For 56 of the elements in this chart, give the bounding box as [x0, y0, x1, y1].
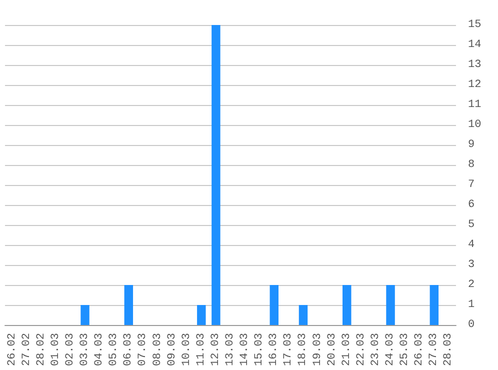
x-tick-label: 07.03: [137, 333, 150, 366]
bar: [80, 305, 90, 325]
x-tick-label: 27.02: [20, 333, 33, 366]
bar: [270, 285, 279, 325]
y-tick-label: 6: [468, 199, 475, 211]
x-tick-label: 25.03: [399, 333, 412, 366]
x-tick-label: 13.03: [224, 333, 236, 366]
x-tick-label: 09.03: [166, 333, 178, 366]
y-tick-label: 12: [468, 79, 482, 91]
x-tick-label: 15.03: [254, 333, 266, 366]
y-tick-label: 0: [468, 319, 475, 331]
x-tick-label: 26.02: [6, 333, 18, 366]
y-tick-label: 1: [468, 299, 475, 311]
y-tick-label: 13: [468, 59, 482, 71]
x-tick-label: 10.03: [180, 333, 193, 366]
x-tick-label: 01.03: [50, 333, 62, 366]
x-tick-label: 04.03: [94, 333, 106, 366]
x-tick-label: 14.03: [239, 333, 252, 366]
y-tick-label: 11: [468, 99, 482, 111]
x-tick-label: 28.03: [442, 333, 455, 366]
x-tick-label: 08.03: [152, 333, 164, 366]
x-tick-label: 28.02: [35, 333, 48, 366]
y-tick-label: 10: [468, 119, 482, 131]
x-tick-label: 03.03: [79, 333, 92, 366]
x-tick-label: 16.03: [268, 333, 280, 366]
y-tick-label: 3: [468, 259, 475, 271]
x-tick-label: 19.03: [312, 333, 324, 366]
y-tick-label: 2: [468, 279, 475, 291]
x-tick-label: 06.03: [122, 333, 135, 366]
x-tick-label: 21.03: [340, 333, 353, 366]
x-tick-label: 18.03: [297, 333, 310, 366]
x-tick-label: 24.03: [384, 333, 397, 366]
bar: [342, 285, 352, 325]
bar: [124, 285, 134, 325]
x-tick-label: 26.03: [414, 333, 426, 366]
y-tick-label: 8: [468, 159, 475, 171]
x-tick-label: 27.03: [428, 333, 440, 366]
bar: [430, 285, 439, 325]
x-tick-label: 02.03: [64, 333, 76, 366]
x-tick-label: 22.03: [355, 333, 368, 366]
x-tick-label: 05.03: [108, 333, 120, 366]
bar: [298, 305, 308, 325]
y-tick-label: 15: [468, 19, 482, 31]
bar: [212, 25, 220, 325]
x-tick-label: 23.03: [370, 333, 382, 366]
y-tick-label: 9: [468, 139, 475, 151]
y-tick-label: 5: [468, 219, 475, 231]
x-tick-label: 20.03: [326, 333, 338, 366]
x-tick-label: 11.03: [195, 333, 208, 366]
bar: [386, 285, 395, 325]
y-tick-label: 7: [468, 179, 475, 191]
x-tick-label: 12.03: [210, 333, 222, 366]
x-tick-label: 17.03: [282, 333, 295, 366]
y-tick-label: 4: [468, 239, 475, 251]
bar: [197, 305, 206, 325]
y-tick-label: 14: [468, 39, 482, 51]
